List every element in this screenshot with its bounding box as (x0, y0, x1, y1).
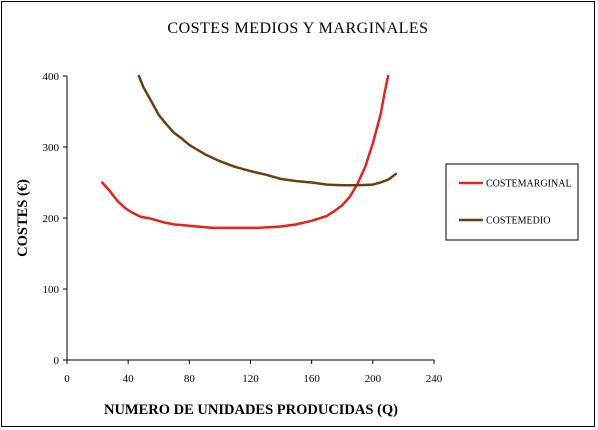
x-tick-label: 0 (64, 373, 70, 385)
y-tick-label: 100 (43, 284, 60, 296)
y-tick-label: 0 (54, 355, 60, 367)
x-tick-label: 40 (123, 373, 135, 385)
legend-label: COSTEMEDIO (486, 216, 550, 227)
chart-title: COSTES MEDIOS Y MARGINALES (167, 20, 428, 37)
x-tick-label: 160 (303, 373, 320, 385)
series-line-costemedio (137, 74, 398, 187)
y-tick-label: 400 (43, 71, 60, 83)
x-tick-label: 200 (365, 373, 382, 385)
x-tick-label: 240 (426, 373, 443, 385)
y-tick-label: 200 (43, 213, 60, 225)
series-line-costemarginal (100, 74, 390, 230)
y-tick-label: 300 (43, 142, 60, 154)
x-axis-label: NUMERO DE UNIDADES PRODUCIDAS (Q) (104, 402, 398, 418)
legend-label: COSTEMARGINAL (486, 179, 572, 190)
x-tick-label: 80 (184, 373, 196, 385)
legend-box (445, 163, 579, 241)
plot-area: 0 100 200 300 400 0 40 80 120 160 200 240 (43, 71, 443, 385)
x-tick-label: 120 (242, 373, 259, 385)
legend: COSTEMARGINAL COSTEMEDIO (445, 163, 579, 241)
y-axis-label: COSTES (€) (15, 179, 31, 257)
